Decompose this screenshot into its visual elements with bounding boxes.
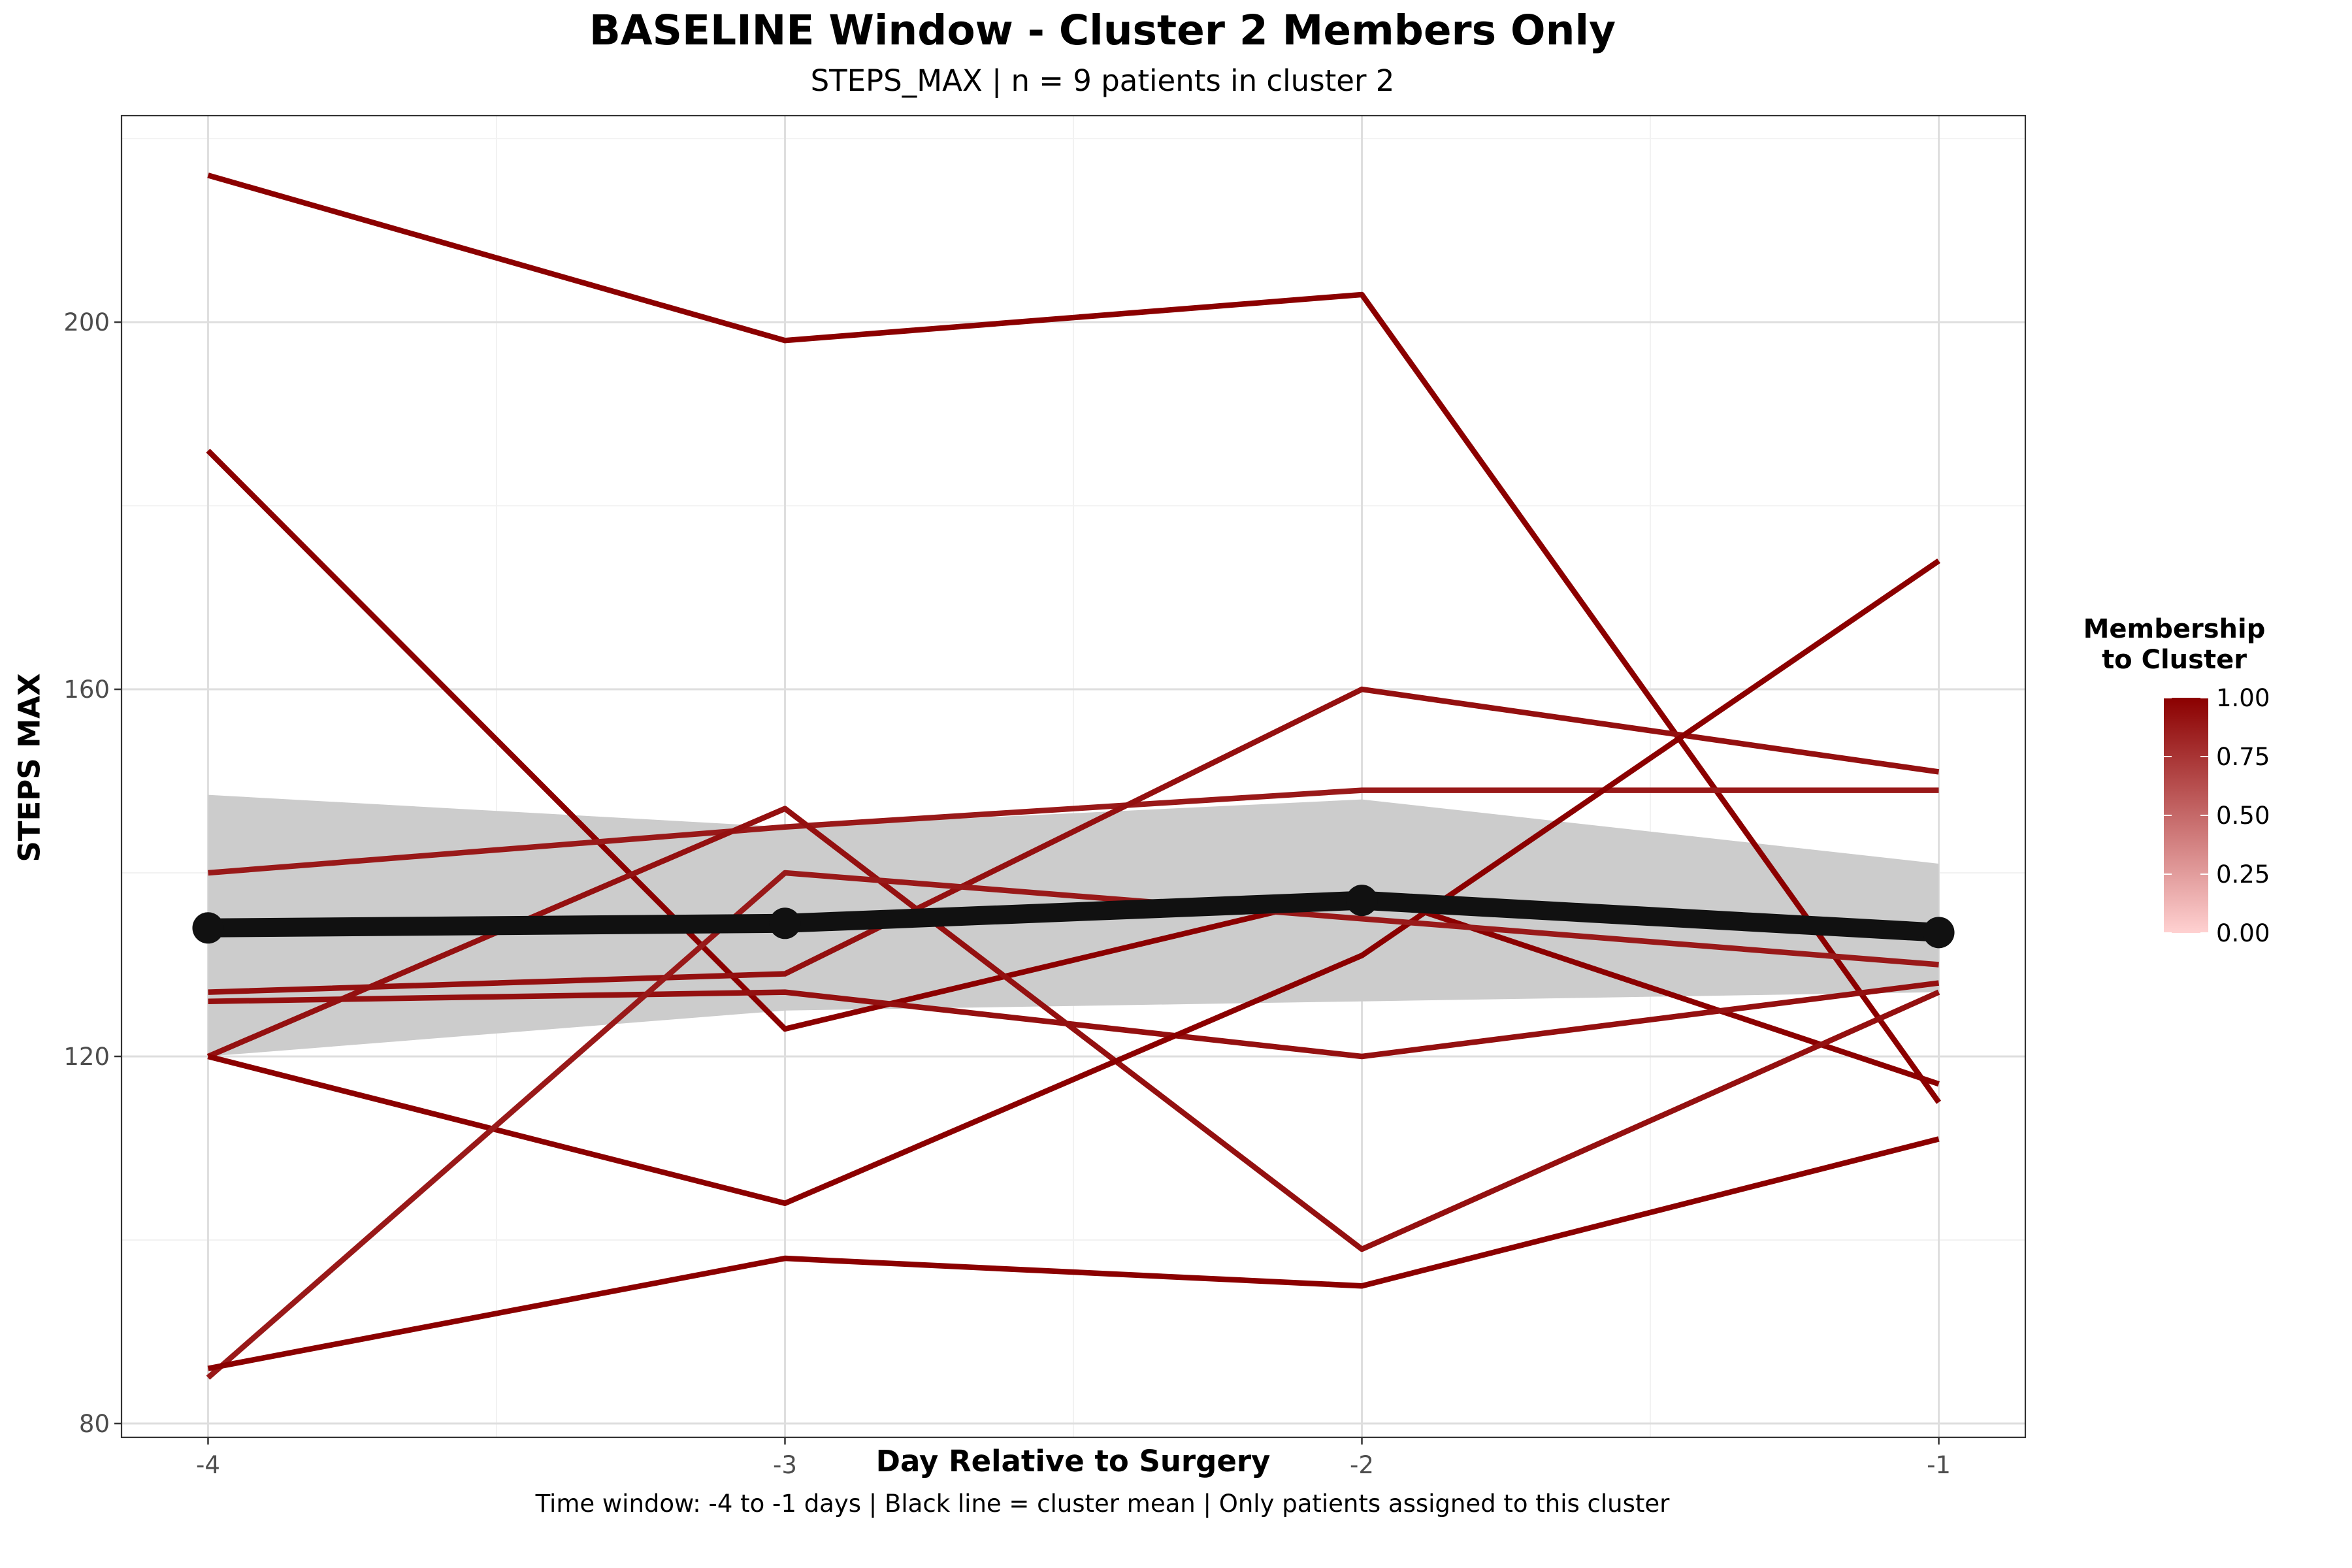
patient-line	[206, 448, 1940, 1087]
cluster-mean-line	[208, 890, 1940, 942]
legend-title: Membership to Cluster	[2076, 614, 2272, 676]
x-tick-label: -4	[196, 1451, 220, 1479]
y-tick-label: 80	[79, 1410, 110, 1438]
cluster-mean-point	[192, 912, 224, 944]
patient-line	[207, 172, 1942, 1104]
legend-tick-label: 1.00	[2216, 684, 2270, 712]
x-axis-label: Day Relative to Surgery	[875, 1444, 1271, 1478]
patient-line	[208, 980, 1940, 1060]
x-tick-label: -1	[1927, 1451, 1951, 1479]
patient-line	[208, 686, 1940, 995]
x-tick-label: -3	[773, 1451, 797, 1479]
membership-legend: 1.00 0.75 0.50 0.25 0.00	[2164, 684, 2270, 947]
chart-title: BASELINE Window - Cluster 2 Members Only	[589, 7, 1616, 54]
y-tick-label: 120	[63, 1043, 110, 1071]
y-tick-label: 200	[63, 308, 110, 336]
cluster-mean-point	[769, 907, 801, 939]
patient-line	[207, 1136, 1940, 1371]
cluster-mean-point	[1923, 917, 1955, 949]
cluster-mean-point	[1346, 885, 1378, 917]
axis-ticks: 80 120 160 200 -4 -3 -2 -1	[63, 308, 1951, 1479]
x-tick-label: -2	[1350, 1451, 1374, 1479]
chart-subtitle: STEPS_MAX | n = 9 patients in cluster 2	[810, 63, 1395, 98]
patient-series-layer	[206, 172, 1942, 1380]
legend-title-line-2: to Cluster	[2102, 645, 2247, 675]
grid-lines	[122, 116, 2025, 1437]
patient-line	[206, 870, 1939, 1380]
mean-confidence-ribbon	[208, 794, 1939, 1056]
confidence-ribbon-layer	[208, 794, 1939, 1056]
y-tick-label: 160	[63, 676, 110, 704]
legend-tick-label: 0.25	[2216, 860, 2270, 889]
y-axis-label: STEPS MAX	[12, 673, 47, 862]
legend-title-line-1: Membership	[2083, 614, 2266, 644]
cluster-mean-layer	[192, 885, 1955, 949]
legend-tick-label: 0.50	[2216, 802, 2270, 830]
legend-tick-label: 0.00	[2216, 919, 2270, 947]
chart-caption: Time window: -4 to -1 days | Black line …	[535, 1490, 1670, 1518]
panel-border	[120, 114, 2027, 1439]
patient-line	[207, 558, 1940, 1207]
patient-line	[208, 787, 1939, 876]
legend-tick-label: 0.75	[2216, 743, 2270, 771]
